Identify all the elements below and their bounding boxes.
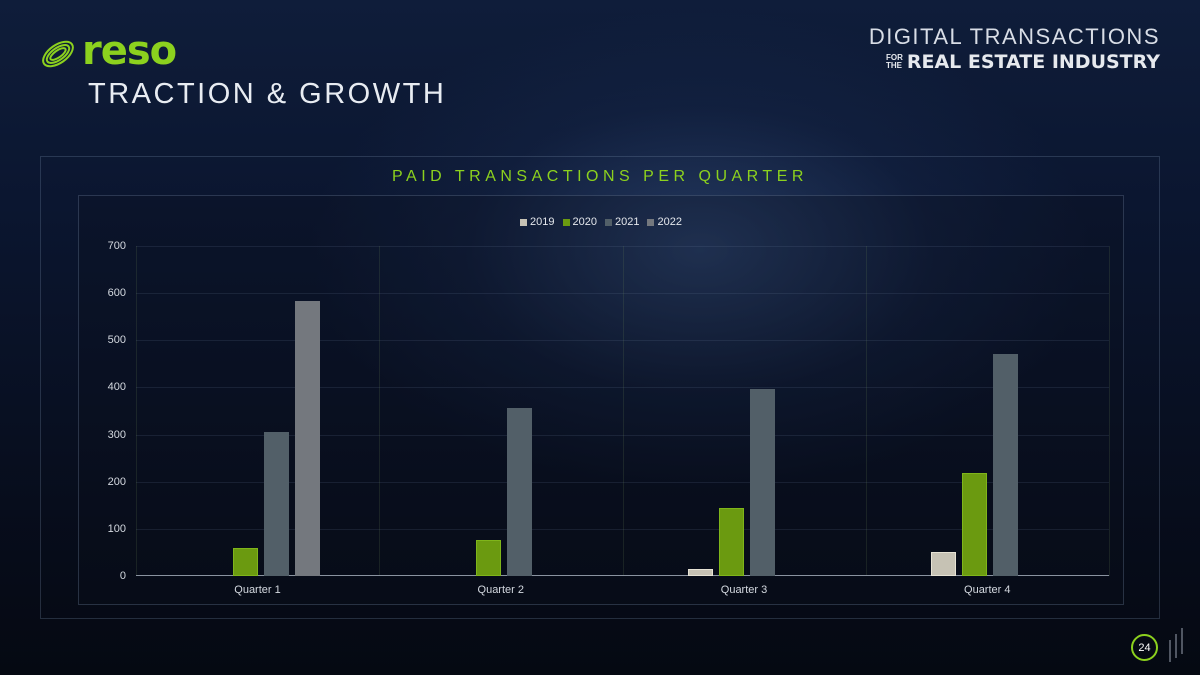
x-tick-label: Quarter 4 xyxy=(964,584,1011,596)
chart-title: PAID TRANSACTIONS PER QUARTER xyxy=(392,168,808,185)
bar-2021-q3 xyxy=(750,388,776,576)
y-tick-label: 300 xyxy=(107,428,126,441)
legend-item-2019: 2019 xyxy=(520,216,555,228)
tagline-the: THE xyxy=(885,61,902,70)
gridline xyxy=(136,481,1109,483)
gridline xyxy=(136,528,1109,530)
chart-legend: 2019 2020 2021 2022 xyxy=(79,216,1123,228)
legend-label: 2019 xyxy=(530,216,555,228)
legend-item-2021: 2021 xyxy=(605,216,639,228)
legend-swatch xyxy=(520,218,528,226)
gridline xyxy=(136,340,1109,342)
gridline xyxy=(136,387,1109,389)
category-divider xyxy=(379,246,381,576)
category-divider xyxy=(136,246,137,576)
bar-2021-q4 xyxy=(993,353,1019,576)
category-divider xyxy=(622,246,624,576)
category-divider xyxy=(865,246,867,576)
bar-2021-q2 xyxy=(506,407,532,576)
page-number-badge: 24 xyxy=(1131,634,1158,661)
legend-item-2020: 2020 xyxy=(562,216,597,228)
legend-swatch xyxy=(605,218,612,226)
y-tick-label: 600 xyxy=(107,287,126,300)
legend-label: 2021 xyxy=(615,216,640,228)
y-tick-label: 500 xyxy=(107,334,126,347)
y-tick-label: 200 xyxy=(107,475,126,488)
brand-name: reso xyxy=(82,28,177,74)
y-tick-label: 100 xyxy=(107,522,126,535)
page-title: TRACTION & GROWTH xyxy=(88,78,447,110)
gridline xyxy=(136,434,1109,436)
bar-2019-q3 xyxy=(688,568,714,576)
bar-2020-q2 xyxy=(475,539,501,576)
tagline-top: DIGITAL TRANSACTIONS xyxy=(868,24,1160,49)
x-axis-line xyxy=(136,574,1109,576)
bar-2020-q4 xyxy=(962,473,988,576)
legend-label: 2022 xyxy=(657,216,682,228)
plot-area: 0 100 200 300 400 500 600 700 Quarter 1 Quarter 2… xyxy=(108,240,1110,596)
tagline: DIGITAL TRANSACTIONS FOR THE REAL ESTATE… xyxy=(869,24,1160,73)
y-tick-label: 0 xyxy=(119,570,126,582)
bar-2022-q1 xyxy=(294,301,320,576)
legend-label: 2020 xyxy=(572,216,597,228)
bar-2020-q3 xyxy=(719,507,745,576)
tagline-for: FOR xyxy=(885,53,903,62)
x-tick-label: Quarter 2 xyxy=(477,584,524,596)
category-divider xyxy=(1109,246,1110,576)
x-tick-label: Quarter 3 xyxy=(720,584,768,596)
tagline-for-the: FOR THE xyxy=(886,54,903,70)
gridline xyxy=(136,293,1109,295)
bar-2019-q4 xyxy=(931,551,957,576)
chart-area: 2019 2020 2021 2022 0 100 200 300 400 500 600 700 Q… xyxy=(78,195,1124,605)
y-tick-label: 700 xyxy=(107,240,126,252)
legend-item-2022: 2022 xyxy=(647,216,682,228)
bar-2021-q1 xyxy=(263,432,289,576)
decorative-lines-icon xyxy=(1169,628,1183,662)
chart-container: PAID TRANSACTIONS PER QUARTER 2019 2020 20… xyxy=(40,156,1160,619)
tagline-industry: REAL ESTATE INDUSTRY xyxy=(906,51,1160,73)
bar-2020-q1 xyxy=(232,547,258,576)
reso-logo: reso xyxy=(38,28,177,74)
legend-swatch xyxy=(647,218,655,226)
x-tick-label: Quarter 1 xyxy=(234,584,281,596)
y-tick-label: 400 xyxy=(107,381,126,394)
gridline xyxy=(136,246,1109,247)
legend-swatch xyxy=(562,218,570,226)
reso-rings-icon xyxy=(42,40,74,68)
